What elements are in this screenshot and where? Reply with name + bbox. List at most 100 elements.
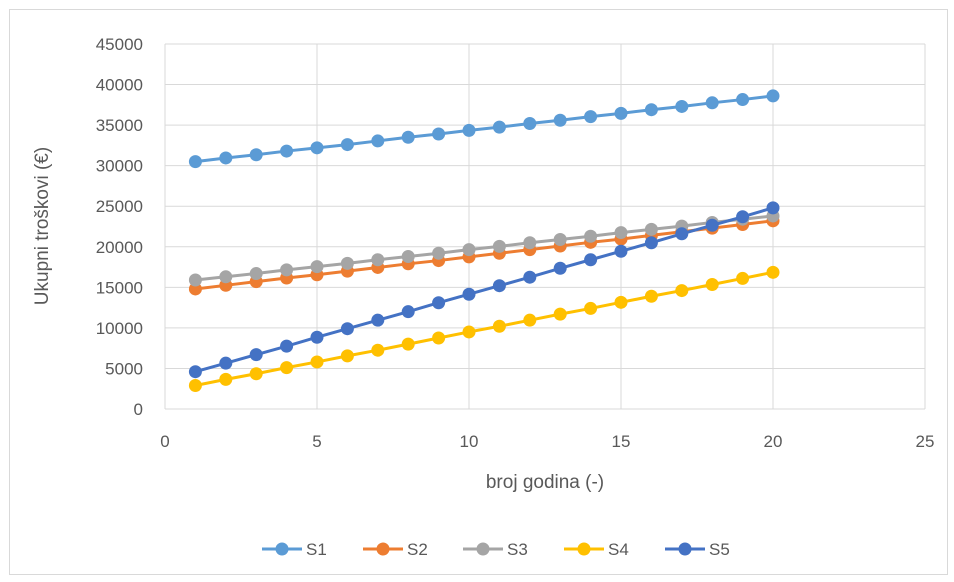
data-point [492,279,506,293]
data-point [492,239,506,253]
data-point [736,210,750,224]
data-point [249,367,263,381]
data-point [705,218,719,232]
legend-label: S1 [306,540,327,559]
y-tick-label: 0 [134,400,143,419]
data-point [614,295,628,309]
data-point [219,151,233,165]
data-point [280,263,294,277]
data-point [644,289,658,303]
y-tick-label: 30000 [96,157,143,176]
data-point [705,277,719,291]
y-axis-title: Ukupni troškovi (€) [32,147,53,305]
data-point [644,236,658,250]
x-tick-label: 15 [612,432,631,451]
x-tick-label: 0 [160,432,169,451]
data-point [188,282,202,296]
y-tick-label: 5000 [105,359,143,378]
data-point [553,113,567,127]
data-point [492,120,506,134]
legend-label: S2 [407,540,428,559]
data-point [401,130,415,144]
data-point [432,296,446,310]
data-point [249,348,263,362]
data-point [553,261,567,275]
legend-item: S4 [564,540,629,559]
data-point [766,89,780,103]
data-point [492,319,506,333]
data-point [340,138,354,152]
data-point [371,253,385,267]
data-point [249,148,263,162]
data-point [219,270,233,284]
data-point [371,313,385,327]
series-s5 [188,201,780,379]
data-point [401,250,415,264]
data-point [462,123,476,137]
data-point [766,201,780,215]
legend-label: S3 [507,540,528,559]
legend-marker [275,542,289,556]
data-point [432,246,446,260]
x-axis-title: broj godina (-) [486,472,604,493]
legend-marker [678,542,692,556]
data-point [310,330,324,344]
data-point [188,155,202,169]
legend-marker [476,542,490,556]
data-point [736,93,750,107]
data-point [432,331,446,345]
series-group [188,89,780,392]
data-point [280,144,294,158]
legend-marker [376,542,390,556]
data-point [280,339,294,353]
data-point [553,307,567,321]
data-point [523,270,537,284]
data-point [584,253,598,267]
legend-item: S3 [463,540,528,559]
data-point [432,127,446,141]
data-point [523,236,537,250]
x-tick-label: 20 [764,432,783,451]
data-point [401,305,415,319]
y-tick-labels: 0 5000 10000 15000 20000 25000 30000 35000 40000… [96,35,143,419]
y-tick-label: 40000 [96,76,143,95]
y-tick-label: 45000 [96,35,143,54]
y-tick-label: 15000 [96,278,143,297]
y-tick-label: 35000 [96,116,143,135]
legend-label: S5 [709,540,730,559]
data-point [523,313,537,327]
data-point [675,227,689,241]
series-s3 [188,209,780,287]
data-point [219,372,233,386]
x-tick-label: 25 [916,432,935,451]
gridlines [164,43,926,410]
legend: S1 S2 S3 S4 S5 [262,540,730,559]
legend-marker [577,542,591,556]
legend-label: S4 [608,540,629,559]
data-point [644,222,658,236]
data-point [249,267,263,281]
data-point [584,110,598,124]
y-tick-label: 10000 [96,319,143,338]
data-point [766,265,780,279]
data-point [462,325,476,339]
x-tick-label: 10 [460,432,479,451]
data-point [219,356,233,370]
data-point [553,232,567,246]
data-point [462,287,476,301]
data-point [614,106,628,120]
data-point [310,355,324,369]
legend-item: S1 [262,540,327,559]
data-point [310,141,324,155]
data-point [188,365,202,379]
data-point [371,343,385,357]
data-point [462,243,476,257]
x-tick-label: 5 [312,432,321,451]
y-tick-label: 20000 [96,238,143,257]
data-point [188,273,202,287]
data-point [371,134,385,148]
data-point [340,322,354,336]
series-s4 [188,265,780,392]
data-point [310,260,324,274]
